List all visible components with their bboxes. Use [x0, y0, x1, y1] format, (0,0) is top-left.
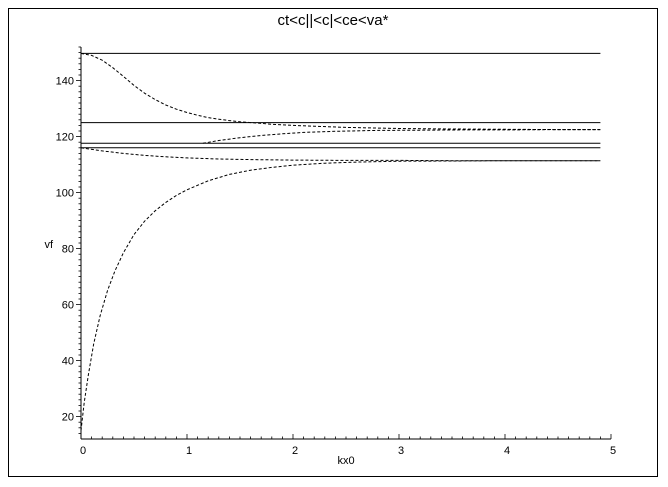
y-tick-label: 80 [62, 244, 74, 256]
y-axis-label: vf [44, 239, 54, 251]
y-tick-label: 60 [62, 300, 74, 312]
x-tick-label: 3 [398, 445, 404, 457]
x-axis-label: kx0 [337, 455, 354, 467]
chart-svg: ct<c||<c|<ce<va* 0 1 2 3 4 5 20 40 60 80 100 120 140… [44, 12, 616, 467]
y-tick-label: 20 [62, 412, 74, 424]
dashed-curve-6 [80, 147, 601, 162]
y-tick-label: 40 [62, 356, 74, 368]
y-tick-label: 140 [56, 76, 74, 88]
chart-frame: ct<c||<c|<ce<va* 0 1 2 3 4 5 20 40 60 80 100 120 140… [8, 8, 658, 477]
y-tick-label: 100 [56, 188, 74, 200]
x-tick-label: 0 [80, 445, 86, 457]
x-tick-label: 2 [292, 445, 298, 457]
axes: 0 1 2 3 4 5 20 40 60 80 100 120 140 [56, 46, 616, 457]
series-layer [80, 52, 601, 431]
dashed-curve-5 [202, 129, 601, 144]
x-tick-label: 4 [504, 445, 510, 457]
x-tick-label: 1 [186, 445, 192, 457]
y-tick-label: 120 [56, 132, 74, 144]
dashed-curve-7 [80, 160, 601, 431]
x-tick-label: 5 [610, 445, 616, 457]
dashed-curve-4 [80, 52, 601, 131]
chart-title: ct<c||<c|<ce<va* [278, 12, 389, 29]
